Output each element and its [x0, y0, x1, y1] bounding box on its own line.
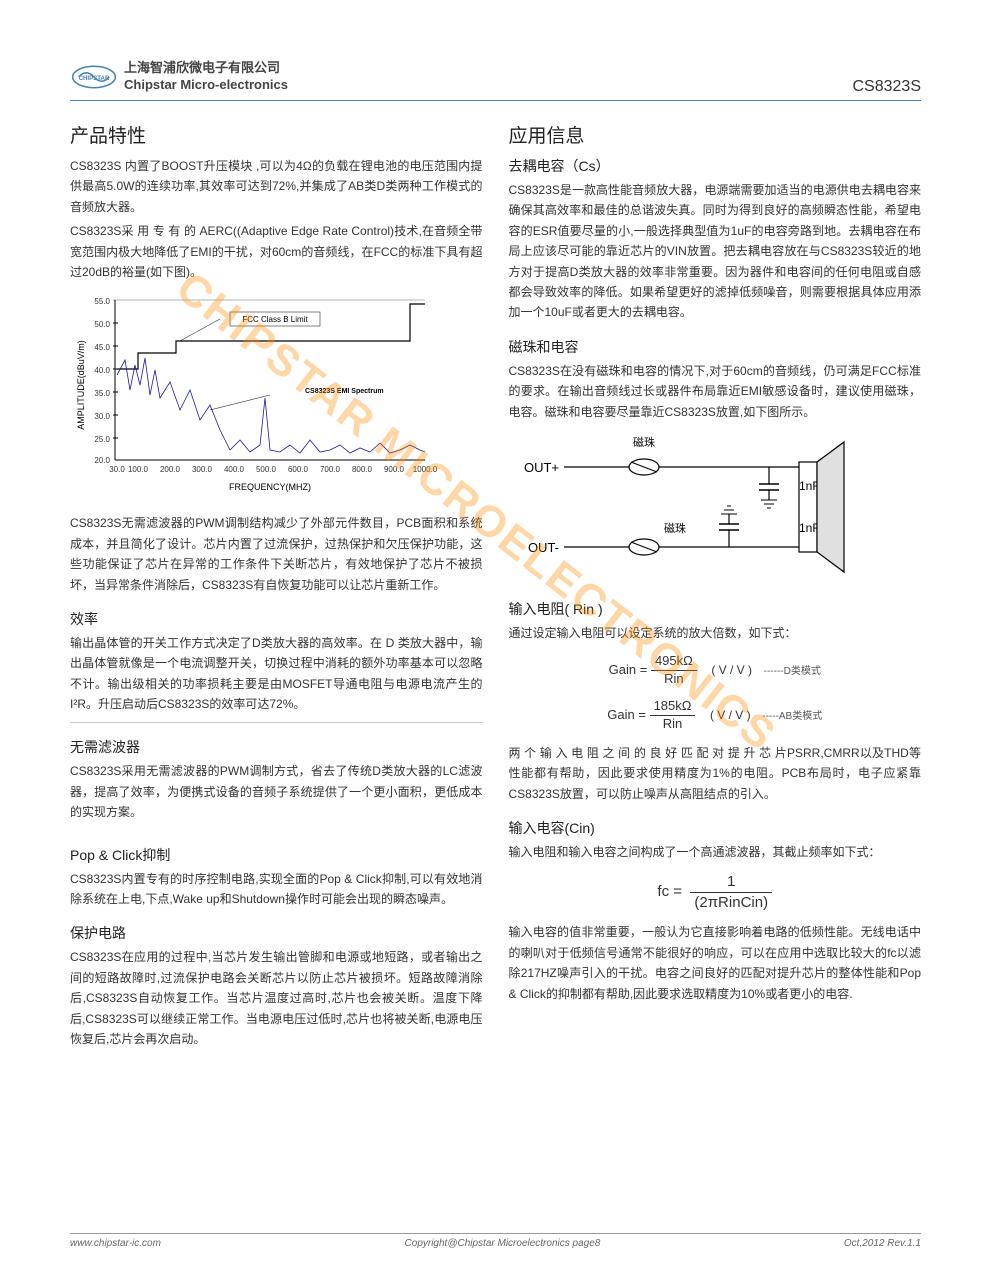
- footer-copyright: Copyright@Chipstar Microelectronics page…: [405, 1238, 601, 1249]
- rin-heading: 输入电阻( Rin ): [509, 599, 922, 619]
- bead-heading: 磁珠和电容: [509, 337, 922, 357]
- svg-text:1000.0: 1000.0: [413, 465, 438, 474]
- pop-heading: Pop & Click抑制: [70, 845, 483, 865]
- part-number: CS8323S: [853, 78, 922, 96]
- content-columns: 产品特性 CS8323S 内置了BOOST升压模块 ,可以为4Ω的负载在锂电池的…: [70, 113, 921, 1053]
- schematic-svg: OUT+ 磁珠 1nF OUT-: [509, 432, 909, 582]
- svg-text:20.0: 20.0: [94, 456, 110, 465]
- company-en: Chipstar Micro-electronics: [124, 77, 288, 94]
- gain-ab-formula: Gain = 185kΩ Rin ( V / V ) -----AB类模式: [509, 698, 922, 733]
- emi-chart-svg: 55.0 50.0 45.0 40.0 35.0 30.0 25.0 20.0 …: [70, 290, 440, 500]
- protect-heading: 保护电路: [70, 923, 483, 943]
- features-title: 产品特性: [70, 121, 483, 148]
- gain-d-formula: Gain = 495kΩ Rin ( V / V ) ------D类模式: [509, 653, 922, 688]
- decouple-heading: 去耦电容（Cs）: [509, 156, 922, 176]
- page-header: CHIPSTAR 上海智浦欣微电子有限公司 Chipstar Micro-ele…: [70, 60, 921, 101]
- svg-text:400.0: 400.0: [224, 465, 245, 474]
- svg-text:25.0: 25.0: [94, 435, 110, 444]
- company-name: 上海智浦欣微电子有限公司 Chipstar Micro-electronics: [124, 60, 288, 94]
- logo-block: CHIPSTAR 上海智浦欣微电子有限公司 Chipstar Micro-ele…: [70, 60, 288, 94]
- intro-para-1: CS8323S 内置了BOOST升压模块 ,可以为4Ω的负载在锂电池的电压范围内…: [70, 156, 483, 217]
- cin-heading: 输入电容(Cin): [509, 818, 922, 838]
- left-column: 产品特性 CS8323S 内置了BOOST升压模块 ,可以为4Ω的负载在锂电池的…: [70, 113, 483, 1053]
- svg-text:200.0: 200.0: [160, 465, 181, 474]
- footer-url: www.chipstar-ic.com: [70, 1238, 161, 1249]
- xlabel: FREQUENCY(MHZ): [229, 482, 311, 492]
- efficiency-heading: 效率: [70, 609, 483, 629]
- svg-text:30.0: 30.0: [109, 465, 125, 474]
- protect-para: CS8323S在应用的过程中,当芯片发生输出管脚和电源或地短路，或者输出之间的短…: [70, 947, 483, 1049]
- intro-para-2: CS8323S采 用 专 有 的 AERC((Adaptive Edge Rat…: [70, 221, 483, 282]
- efficiency-para: 输出晶体管的开关工作方式决定了D类放大器的高效率。在 D 类放大器中，输出晶体管…: [70, 633, 483, 724]
- fcc-label: FCC Class B Limit: [242, 315, 308, 324]
- bead-para: CS8323S在没有磁珠和电容的情况下,对于60cm的音频线，仍可满足FCC标准…: [509, 361, 922, 422]
- decouple-para: CS8323S是一款高性能音频放大器，电源端需要加适当的电源供电去耦电容来确保其…: [509, 180, 922, 323]
- svg-text:30.0: 30.0: [94, 412, 110, 421]
- footer-rev: Oct,2012 Rev.1.1: [844, 1238, 921, 1249]
- svg-text:45.0: 45.0: [94, 343, 110, 352]
- para-after-chart: CS8323S无需滤波器的PWM调制结构减少了外部元件数目，PCB面积和系统成本…: [70, 513, 483, 595]
- ylabel: AMPLITUDE(dBuV/m): [76, 341, 86, 431]
- emi-label: CS8323S EMI Spectrum: [305, 388, 384, 395]
- svg-text:CHIPSTAR: CHIPSTAR: [79, 75, 110, 82]
- bead-top-label: 磁珠: [633, 435, 655, 449]
- cin-para-2: 输入电容的值非常重要，一般认为它直接影响着电路的低频性能。无线电话中的喇叭对于低…: [509, 922, 922, 1004]
- nofilter-heading: 无需滤波器: [70, 737, 483, 757]
- out-minus-label: OUT-: [527, 540, 558, 555]
- svg-text:300.0: 300.0: [192, 465, 213, 474]
- svg-text:55.0: 55.0: [94, 297, 110, 306]
- svg-text:50.0: 50.0: [94, 320, 110, 329]
- svg-text:100.0: 100.0: [128, 465, 149, 474]
- bead-schematic: OUT+ 磁珠 1nF OUT-: [509, 432, 922, 585]
- nofilter-para: CS8323S采用无需滤波器的PWM调制方式，省去了传统D类放大器的LC滤波器，…: [70, 761, 483, 822]
- rin-para-2: 两 个 输 入 电 阻 之 间 的 良 好 匹 配 对 提 升 芯 片PSRR,…: [509, 743, 922, 804]
- rin-para: 通过设定输入电阻可以设定系统的放大倍数，如下式：: [509, 623, 922, 643]
- page-footer: www.chipstar-ic.com Copyright@Chipstar M…: [70, 1233, 921, 1249]
- svg-text:40.0: 40.0: [94, 366, 110, 375]
- svg-text:900.0: 900.0: [384, 465, 405, 474]
- pop-para: CS8323S内置专有的时序控制电路,实现全面的Pop & Click抑制,可以…: [70, 869, 483, 910]
- fc-formula: fc = 1 (2πRinCin): [509, 872, 922, 912]
- emi-chart: 55.0 50.0 45.0 40.0 35.0 30.0 25.0 20.0 …: [70, 290, 483, 503]
- out-plus-label: OUT+: [523, 460, 558, 475]
- bead-bottom-label: 磁珠: [664, 521, 686, 535]
- svg-text:600.0: 600.0: [288, 465, 309, 474]
- chipstar-logo-icon: CHIPSTAR: [70, 64, 118, 90]
- cin-para-1: 输入电阻和输入电容之间构成了一个高通滤波器，其截止频率如下式：: [509, 842, 922, 862]
- svg-text:700.0: 700.0: [320, 465, 341, 474]
- svg-text:500.0: 500.0: [256, 465, 277, 474]
- svg-text:800.0: 800.0: [352, 465, 373, 474]
- company-cn: 上海智浦欣微电子有限公司: [124, 60, 288, 77]
- right-column: 应用信息 去耦电容（Cs） CS8323S是一款高性能音频放大器，电源端需要加适…: [509, 113, 922, 1053]
- svg-text:35.0: 35.0: [94, 389, 110, 398]
- app-info-title: 应用信息: [509, 121, 922, 148]
